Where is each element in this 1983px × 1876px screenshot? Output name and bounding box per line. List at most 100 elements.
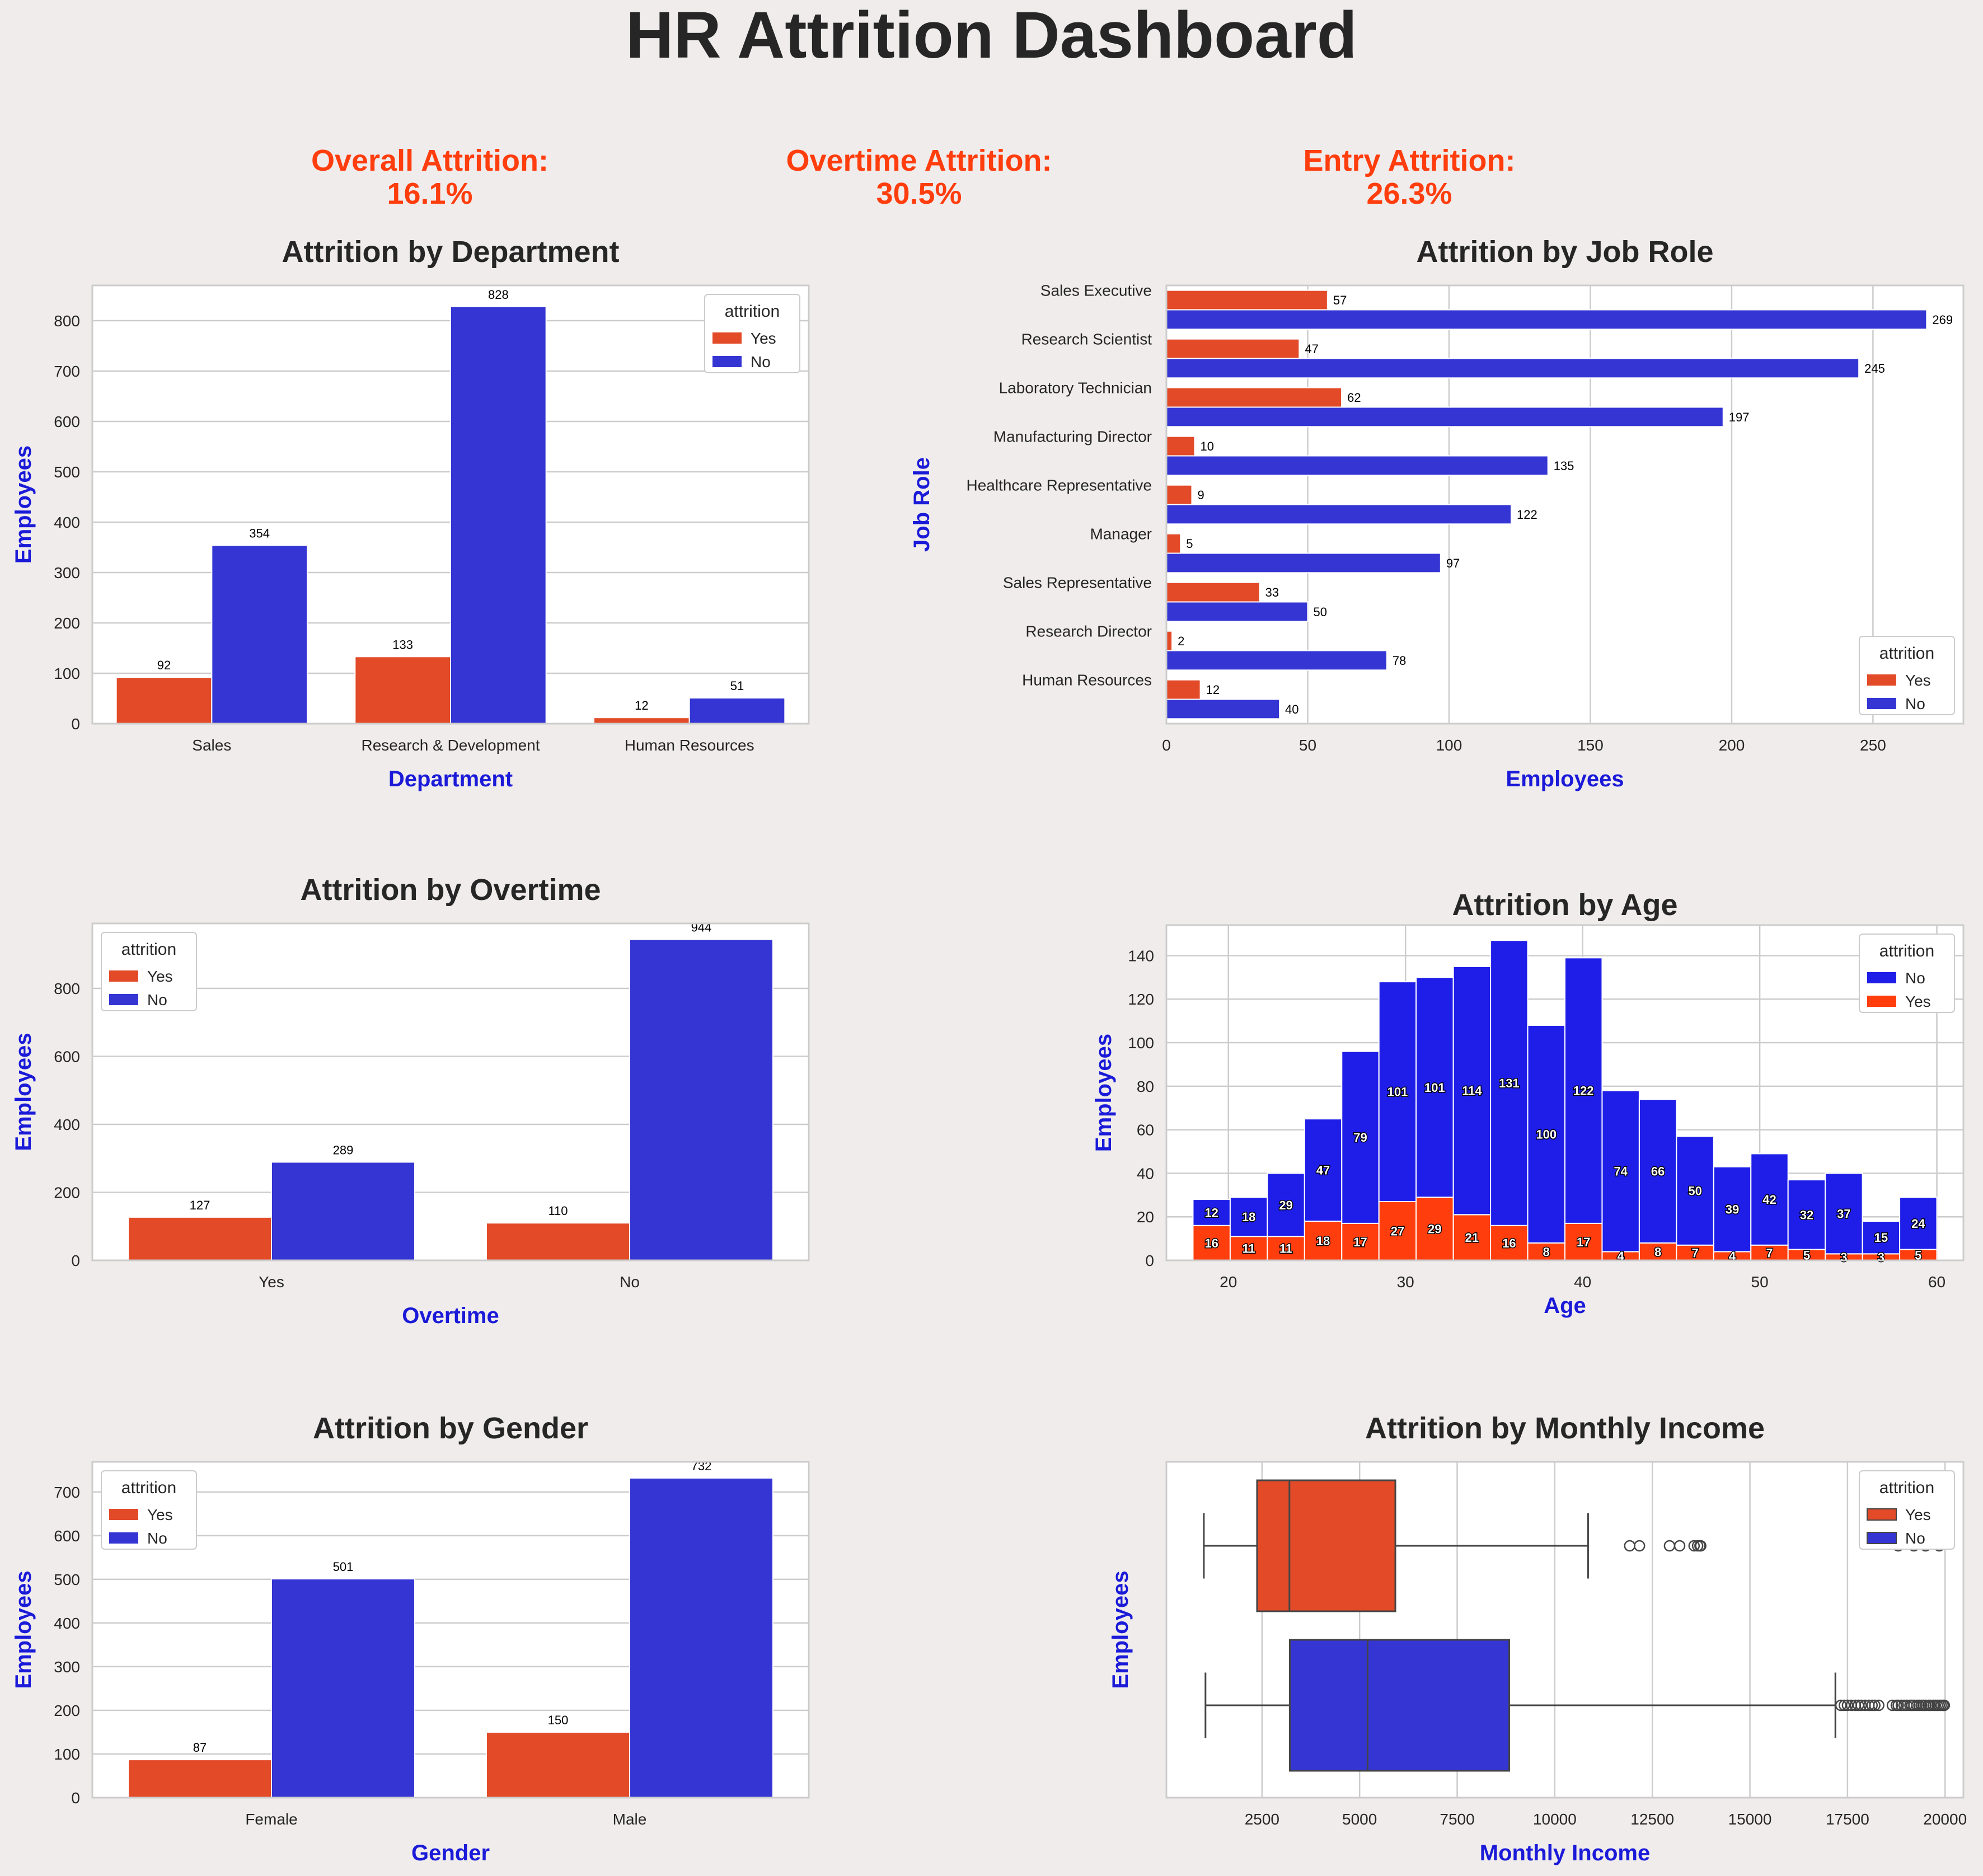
plot-border — [1165, 1461, 1965, 1799]
bar-data-label: 9 — [1197, 488, 1204, 502]
x-tick-label: 0 — [1162, 737, 1171, 754]
bar-yes — [1166, 581, 1260, 603]
legend-label: No — [147, 1530, 167, 1547]
hist-data-label: 16 — [1502, 1236, 1516, 1250]
bar-no — [1166, 698, 1280, 720]
hist-data-label: 29 — [1428, 1222, 1441, 1236]
bar-data-label: 62 — [1347, 391, 1361, 405]
legend-box — [101, 1470, 197, 1550]
bar-yes — [486, 1222, 630, 1261]
hist-data-label: 66 — [1651, 1165, 1665, 1179]
y-tick-label: 600 — [54, 1527, 80, 1545]
y-axis-label: Employees — [11, 1570, 36, 1689]
dashboard-title: HR Attrition Dashboard — [626, 0, 1357, 72]
hist-data-label: 101 — [1387, 1085, 1408, 1099]
hist-data-label: 5 — [1915, 1248, 1921, 1262]
x-tick-label: 50 — [1751, 1273, 1769, 1291]
box-outlier — [1855, 1699, 1867, 1711]
hist-data-label: 16 — [1204, 1236, 1218, 1250]
bar-no — [1166, 552, 1441, 574]
x-tick-label: Yes — [259, 1273, 284, 1291]
bar-data-label: 10 — [1200, 439, 1213, 453]
y-tick-label: Research Scientist — [1021, 331, 1152, 348]
hist-data-label: 18 — [1242, 1210, 1255, 1224]
y-tick-label: 700 — [54, 363, 80, 380]
chart-title: Attrition by Gender — [313, 1411, 588, 1445]
y-tick-label: 100 — [54, 665, 80, 682]
bar-data-label: 5 — [1186, 537, 1193, 551]
hist-data-label: 17 — [1353, 1235, 1367, 1249]
hist-data-label: 18 — [1316, 1234, 1330, 1248]
hist-bar-no — [1564, 957, 1603, 1224]
bar-no — [211, 545, 308, 725]
y-tick-label: 80 — [1137, 1078, 1154, 1095]
legend-box — [1859, 1470, 1955, 1550]
x-tick-label: 250 — [1860, 737, 1886, 754]
legend-label: No — [1905, 969, 1925, 987]
legend-swatch — [1867, 674, 1896, 686]
y-tick-label: Manufacturing Director — [993, 428, 1152, 445]
hist-data-label: 131 — [1499, 1076, 1520, 1090]
bar-data-label: 51 — [730, 679, 744, 693]
legend-title: attrition — [121, 1479, 176, 1497]
y-tick-label: 800 — [54, 980, 80, 997]
bar-data-label: 197 — [1729, 410, 1750, 424]
kpi-label: Entry Attrition: — [1303, 144, 1516, 177]
y-tick-label: 100 — [54, 1746, 80, 1763]
y-tick-label: Research Director — [1025, 623, 1152, 640]
y-tick-label: 300 — [54, 1658, 80, 1676]
plot-border — [91, 284, 810, 725]
y-tick-label: 600 — [54, 413, 80, 430]
box-outlier — [1869, 1699, 1881, 1711]
hist-data-label: 7 — [1691, 1246, 1698, 1260]
hist-bar-yes — [1192, 1225, 1231, 1261]
legend-swatch — [1867, 996, 1896, 1007]
x-tick-label: Sales — [192, 737, 231, 754]
hist-bar-no — [1192, 1199, 1231, 1226]
legend-box — [704, 294, 800, 373]
hist-data-label: 8 — [1543, 1245, 1550, 1259]
legend-box — [1859, 636, 1955, 715]
x-tick-label: 20000 — [1923, 1811, 1967, 1828]
legend-title: attrition — [121, 940, 176, 959]
hist-data-label: 11 — [1279, 1242, 1292, 1256]
box-outlier — [1886, 1699, 1898, 1711]
hist-data-label: 8 — [1654, 1245, 1661, 1259]
bar-data-label: 135 — [1554, 459, 1574, 473]
legend-swatch — [712, 356, 742, 367]
bar-data-label: 150 — [548, 1713, 569, 1727]
bar-data-label: 110 — [548, 1204, 568, 1218]
bar-no — [1166, 455, 1549, 476]
legend-swatch — [109, 1532, 138, 1544]
bar-data-label: 87 — [193, 1741, 207, 1755]
hist-bar-no — [1899, 1197, 1938, 1250]
legend-swatch — [109, 970, 138, 982]
legend-title: attrition — [1879, 644, 1934, 663]
y-tick-label: 60 — [1137, 1122, 1154, 1139]
bar-data-label: 133 — [392, 637, 413, 651]
chart-title: Attrition by Overtime — [300, 873, 601, 907]
x-tick-label: 30 — [1397, 1273, 1414, 1291]
bar-data-label: 944 — [691, 921, 712, 935]
bar-yes — [128, 1216, 272, 1261]
bar-data-label: 501 — [333, 1560, 354, 1574]
hist-data-label: 24 — [1911, 1217, 1925, 1231]
hist-data-label: 100 — [1536, 1127, 1557, 1141]
box-outlier — [1839, 1699, 1850, 1711]
hist-data-label: 39 — [1726, 1203, 1739, 1217]
bar-data-label: 33 — [1265, 585, 1279, 599]
chart-title: Attrition by Age — [1452, 888, 1678, 922]
bar-no — [1166, 406, 1724, 428]
bar-data-label: 354 — [249, 526, 270, 540]
legend-swatch — [712, 332, 742, 344]
hist-bar-no — [1825, 1172, 1863, 1255]
bar-data-label: 97 — [1446, 556, 1460, 570]
x-tick-label: Male — [613, 1811, 647, 1828]
hist-bar-no — [1490, 940, 1529, 1226]
y-tick-label: 0 — [71, 1789, 80, 1807]
bar-no — [688, 697, 786, 724]
hist-data-label: 32 — [1800, 1208, 1813, 1222]
x-tick-label: 7500 — [1440, 1811, 1474, 1828]
legend-title: attrition — [1879, 1479, 1934, 1497]
chart-title: Attrition by Department — [282, 235, 619, 269]
